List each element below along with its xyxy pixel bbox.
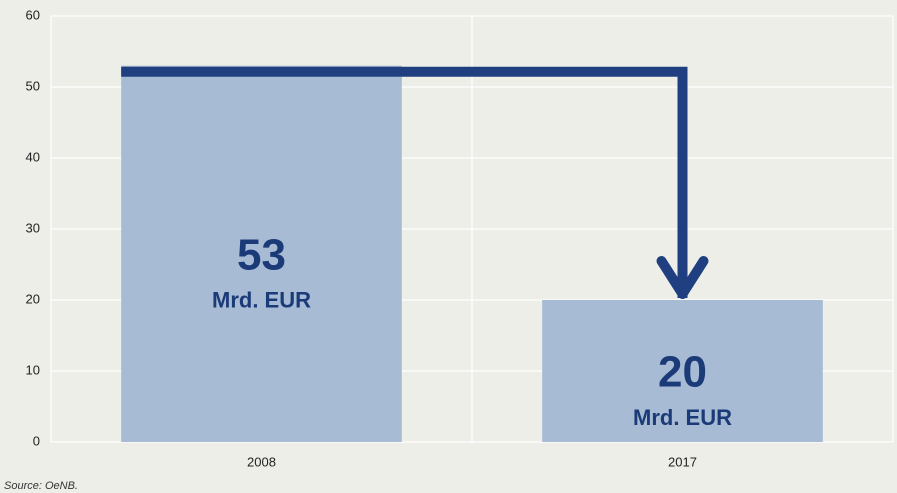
data-label-unit: Mrd. EUR <box>633 405 732 430</box>
y-tick-label: 10 <box>26 362 40 377</box>
bar <box>121 65 402 442</box>
x-tick-label: 2017 <box>668 454 697 469</box>
y-tick-label: 20 <box>26 291 40 306</box>
x-tick-label: 2008 <box>247 454 276 469</box>
bar <box>542 300 823 442</box>
arrow-head <box>656 256 709 299</box>
y-tick-label: 30 <box>26 220 40 235</box>
y-tick-label: 0 <box>33 433 40 448</box>
data-label-unit: Mrd. EUR <box>212 288 311 313</box>
y-tick-label: 50 <box>26 78 40 93</box>
y-tick-label: 60 <box>26 7 40 22</box>
data-label: 20 <box>658 348 707 397</box>
arrow <box>121 66 688 298</box>
source-note: Source: OeNB. <box>4 480 78 492</box>
y-tick-label: 40 <box>26 149 40 164</box>
data-label: 53 <box>237 230 286 279</box>
